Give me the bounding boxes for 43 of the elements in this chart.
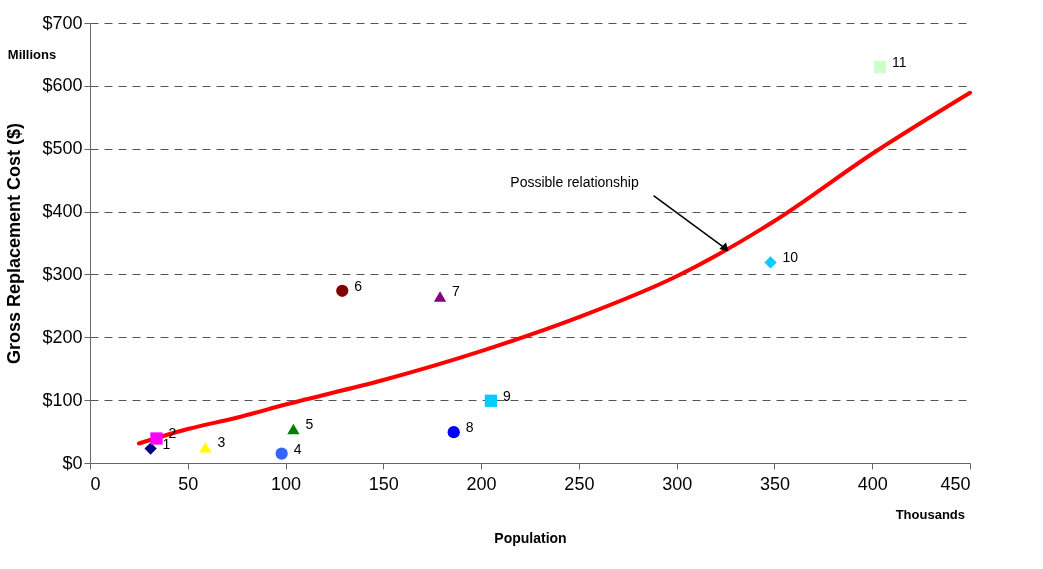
y-tick-label: $500 — [42, 138, 83, 159]
point — [287, 423, 300, 435]
text: Millions — [7, 47, 57, 62]
point — [433, 291, 447, 302]
point — [199, 441, 212, 453]
point — [144, 442, 157, 455]
y-tick-label: $400 — [42, 201, 83, 222]
series-label: 6 — [354, 277, 363, 294]
point — [275, 447, 288, 460]
x-tick-label: 50 — [178, 473, 199, 494]
y-tick-label: $700 — [42, 12, 83, 33]
x-tick-label: 200 — [466, 473, 497, 494]
x-tick-label: 300 — [662, 473, 693, 494]
y-tick-label: $0 — [62, 452, 83, 473]
x-tick-label: 400 — [857, 473, 888, 494]
text: Thousands — [895, 507, 965, 522]
series-label: 7 — [452, 283, 461, 300]
series-label: 9 — [502, 387, 511, 404]
x-axis-title: Population — [494, 529, 567, 546]
x-tick-label: 100 — [271, 473, 302, 494]
y-tick-label: $600 — [42, 75, 83, 96]
annotation: Possible relationship — [510, 173, 639, 190]
point — [764, 256, 777, 269]
x-tick-label: 450 — [940, 473, 971, 494]
point — [150, 432, 163, 445]
y-tick-label: $300 — [42, 263, 83, 284]
x-tick-label: 250 — [564, 473, 595, 494]
point — [484, 394, 498, 407]
series-label: 5 — [305, 416, 314, 433]
series-label: 8 — [465, 419, 474, 436]
point — [336, 284, 349, 297]
y-axis-title: Gross Replacement Cost ($) — [4, 122, 25, 365]
x-tick-label: 0 — [90, 473, 101, 494]
point — [873, 60, 887, 74]
y-tick-label: $200 — [42, 326, 83, 347]
series-label: 3 — [217, 434, 226, 451]
x-tick-label: 350 — [759, 473, 790, 494]
series-label: 4 — [293, 440, 302, 457]
series-label: 10 — [782, 249, 799, 266]
y-tick-label: $100 — [42, 389, 83, 410]
x-tick-label: 150 — [368, 473, 399, 494]
series-label: 11 — [892, 54, 907, 70]
point — [447, 426, 460, 439]
